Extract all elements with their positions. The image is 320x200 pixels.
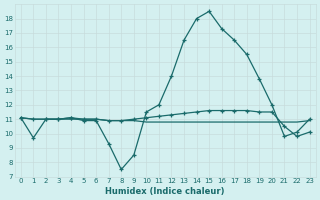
X-axis label: Humidex (Indice chaleur): Humidex (Indice chaleur) [106,187,225,196]
